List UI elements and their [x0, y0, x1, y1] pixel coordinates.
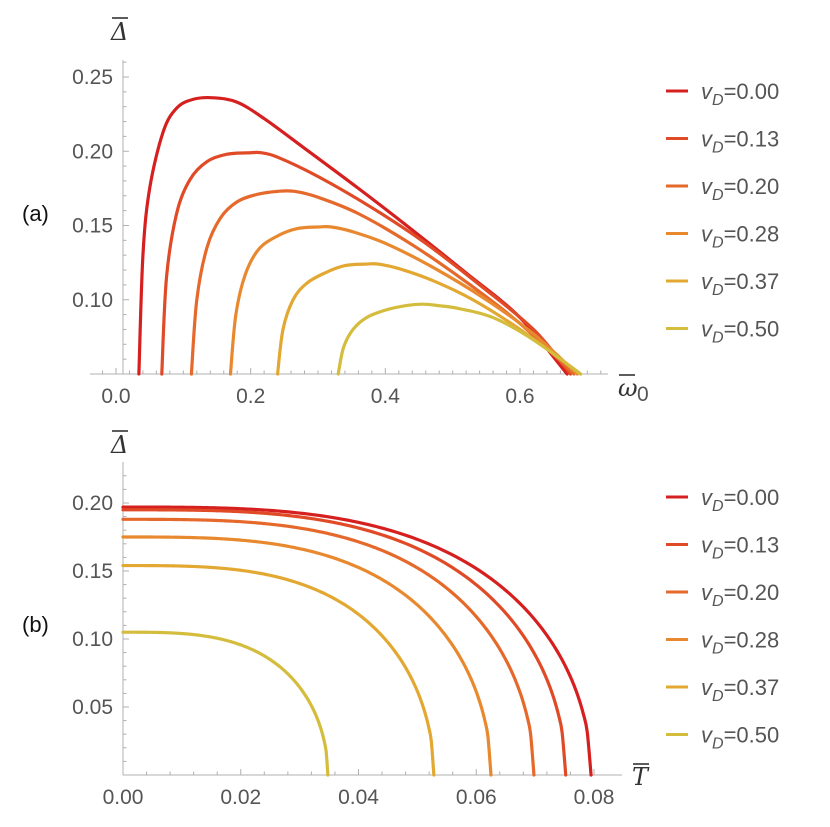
legend-label: vD=0.20 — [701, 174, 779, 204]
series-line — [189, 189, 576, 376]
x-tick-label: 0.04 — [338, 786, 379, 809]
legend-label: vD=0.50 — [701, 723, 779, 753]
legend-label: vD=0.00 — [701, 485, 779, 515]
series-line — [276, 262, 583, 376]
legend-item: vD=0.37 — [666, 269, 779, 299]
legend-label: vD=0.37 — [701, 269, 779, 299]
legend-item: vD=0.50 — [666, 317, 779, 347]
series-line — [137, 95, 569, 376]
x-axis-title-subscript: 0 — [637, 383, 649, 406]
legend-label: vD=0.28 — [701, 628, 779, 658]
legend-item: vD=0.50 — [666, 723, 779, 753]
legend-label: vD=0.00 — [701, 79, 779, 109]
legend-item: vD=0.20 — [666, 174, 779, 204]
series-line — [121, 535, 493, 777]
x-tick-label: 0.2 — [236, 385, 265, 408]
legend-item: vD=0.13 — [666, 533, 779, 563]
legend-item: vD=0.00 — [666, 79, 779, 109]
y-tick-label: 0.25 — [72, 66, 113, 89]
y-tick-label: 0.15 — [72, 560, 113, 583]
x-axis-title: T — [632, 763, 650, 791]
panel-label: (b) — [22, 612, 49, 637]
series-line — [121, 517, 536, 777]
x-axis-title: ω — [618, 374, 638, 402]
x-tick-label: 0.00 — [103, 786, 144, 809]
legend-item: vD=0.20 — [666, 580, 779, 610]
legend-label: vD=0.28 — [701, 222, 779, 252]
y-tick-label: 0.20 — [72, 492, 113, 515]
legend-label: vD=0.13 — [701, 127, 779, 157]
series-line — [160, 150, 573, 376]
legend-item: vD=0.00 — [666, 485, 779, 515]
series-line — [121, 505, 593, 777]
chart-panel-b: 0.00 0.02 0.04 0.06 0.08 0.05 0.10 0.15 0.20 Δ T (b… — [22, 430, 779, 809]
y-tick-label: 0.10 — [72, 289, 113, 312]
x-tick-label: 0.06 — [456, 786, 497, 809]
legend-item: vD=0.37 — [666, 675, 779, 705]
chart-panel-a: 0.0 0.2 0.4 0.6 0.10 0.15 0.20 0.25 Δω 0 (a) vD=0.0… — [22, 17, 779, 408]
legend-label: vD=0.37 — [701, 675, 779, 705]
legend-label: vD=0.50 — [701, 317, 779, 347]
y-axis-title: Δ — [110, 18, 128, 46]
legend-label: vD=0.20 — [701, 580, 779, 610]
legend-item: vD=0.28 — [666, 628, 779, 658]
x-tick-label: 0.08 — [574, 786, 615, 809]
x-tick-label: 0.6 — [505, 385, 534, 408]
x-tick-label: 0.4 — [371, 385, 401, 408]
x-tick-label: 0.0 — [101, 385, 130, 408]
series-line — [121, 563, 436, 777]
y-axis-title: Δ — [110, 431, 128, 459]
x-tick-label: 0.02 — [220, 786, 261, 809]
panel-label: (a) — [22, 201, 49, 226]
legend-item: vD=0.28 — [666, 222, 779, 252]
y-tick-label: 0.15 — [72, 215, 113, 238]
y-tick-label: 0.10 — [72, 628, 113, 651]
series-line — [121, 508, 568, 777]
legend-label: vD=0.13 — [701, 533, 779, 563]
series-line — [228, 224, 579, 376]
series-line — [336, 302, 583, 376]
y-tick-label: 0.20 — [72, 140, 113, 163]
y-tick-label: 0.05 — [72, 696, 113, 719]
series-line — [121, 630, 330, 777]
legend-item: vD=0.13 — [666, 127, 779, 157]
